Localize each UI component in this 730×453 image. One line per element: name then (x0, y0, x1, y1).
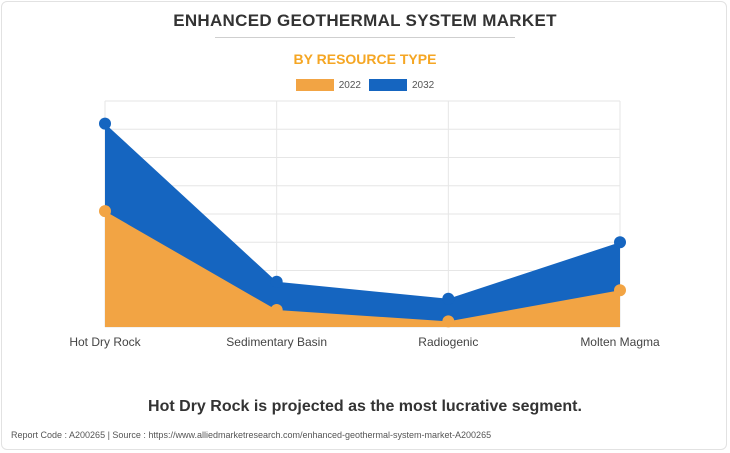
legend-item-2032[interactable]: 2032 (369, 79, 434, 91)
chart-title: ENHANCED GEOTHERMAL SYSTEM MARKET (173, 11, 557, 30)
data-point-2032 (442, 292, 455, 305)
data-point-2022 (614, 284, 626, 297)
x-axis-ticks: Hot Dry Rock Sedimentary Basin Radiogenic M… (69, 335, 660, 349)
legend-swatch-2032 (369, 79, 407, 91)
data-point-2022 (270, 304, 283, 317)
legend: 2022 2032 (0, 79, 730, 91)
data-point-2022 (99, 205, 111, 218)
chart-subtitle: BY RESOURCE TYPE (293, 51, 437, 67)
x-tick-label: Molten Magma (580, 335, 660, 349)
legend-item-2022[interactable]: 2022 (295, 79, 361, 91)
report-source-footer: Report Code : A200265 | Source : https:/… (11, 430, 492, 440)
legend-swatch-2022 (295, 79, 334, 91)
data-point-2032 (99, 117, 111, 130)
title-divider (215, 37, 515, 38)
series-layer (105, 123, 620, 327)
area-series-2032 (105, 123, 620, 327)
data-point-2022 (442, 315, 455, 328)
data-point-2032 (614, 236, 626, 249)
legend-label-2032: 2032 (412, 79, 435, 91)
x-tick-label: Radiogenic (418, 335, 478, 349)
chart-caption: Hot Dry Rock is projected as the most lu… (148, 398, 582, 415)
area-series-2022 (105, 211, 620, 327)
marker-layer (99, 117, 626, 328)
legend-label-2022: 2022 (338, 79, 361, 91)
x-tick-label: Sedimentary Basin (226, 335, 327, 349)
data-point-2032 (270, 275, 283, 288)
x-tick-label: Hot Dry Rock (69, 335, 141, 349)
